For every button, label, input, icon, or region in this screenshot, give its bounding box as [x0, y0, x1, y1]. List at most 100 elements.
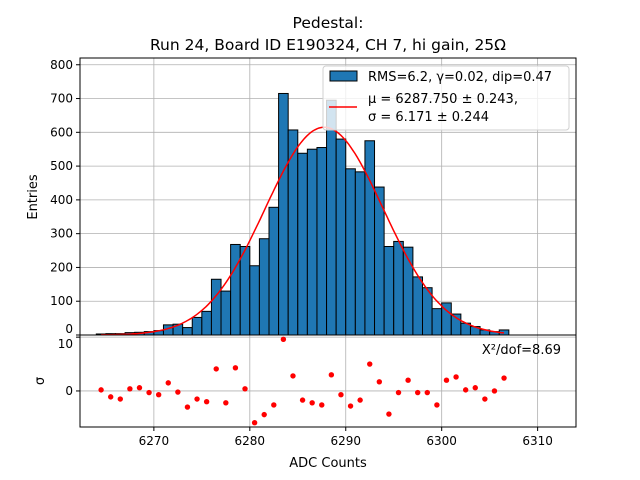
y-tick-label: 200	[50, 260, 73, 274]
residual-point	[501, 375, 507, 381]
residual-point	[367, 361, 373, 367]
axis-ticks: 6270 6280 6290 6300 631001002003004005006007…	[50, 58, 553, 448]
histogram-bar	[210, 278, 222, 336]
residual-point	[424, 389, 430, 396]
y-axis-label: Entries	[26, 174, 41, 220]
histogram-bar	[326, 99, 337, 336]
histogram-bar	[306, 148, 318, 336]
residual-point	[155, 392, 162, 398]
legend-box	[322, 65, 570, 131]
residual-point	[108, 394, 114, 400]
y-tick-label: 600	[50, 125, 73, 139]
histogram-bar	[393, 240, 404, 336]
histogram-bar	[182, 327, 193, 336]
residual-point	[290, 373, 296, 379]
x-tick-label: 6270	[139, 434, 170, 448]
histogram-bar	[191, 316, 203, 336]
histogram-bar	[220, 290, 232, 336]
y-tick-label: 700	[50, 92, 73, 106]
residual-point	[194, 396, 200, 402]
y-tick-label: 0	[65, 322, 73, 336]
x-tick-label: 6280	[235, 434, 266, 448]
residual-point	[319, 402, 325, 408]
residual-point	[98, 387, 104, 393]
histogram-bar	[249, 265, 260, 336]
residual-point	[223, 400, 229, 406]
gaussian-fit-curve	[101, 126, 505, 336]
residual-point	[338, 392, 344, 398]
residual-point	[146, 389, 152, 396]
residual-point	[328, 372, 335, 378]
x-tick-label: 6310	[522, 434, 553, 448]
residual-y-tick-label: 0	[65, 384, 73, 398]
histogram-bar	[345, 168, 356, 336]
histogram-bar	[268, 206, 280, 336]
chart-title-line2: Run 24, Board ID E190324, CH 7, hi gain,…	[150, 36, 506, 54]
chart-title-line1: Pedestal:	[293, 14, 364, 32]
histogram-bar	[230, 243, 241, 336]
histogram-bar	[354, 171, 366, 336]
chi2-label: X²/dof=8.69	[482, 343, 561, 358]
y-tick-label: 800	[50, 58, 73, 72]
y-tick-label: 500	[50, 159, 73, 173]
x-tick-label: 6290	[330, 434, 361, 448]
x-tick-label: 6300	[426, 434, 457, 448]
y-tick-label: 100	[50, 294, 73, 308]
residual-y-axis-label: σ	[33, 377, 48, 385]
residual-point	[309, 400, 315, 406]
residual-point	[386, 411, 392, 417]
residual-point	[405, 377, 411, 383]
residual-y-tick-label: 10	[58, 337, 73, 351]
residual-point	[117, 396, 123, 402]
residual-point	[242, 386, 248, 392]
y-tick-label: 400	[50, 193, 73, 207]
residual-point	[203, 399, 210, 405]
fit-curve-group	[101, 126, 505, 336]
residual-point	[443, 377, 450, 383]
residual-point	[271, 402, 277, 408]
residual-point	[184, 404, 191, 410]
legend-fit-label-line1: μ = 6287.750 ± 0.243,	[368, 92, 518, 107]
residual-point	[482, 396, 488, 402]
x-axis-label: ADC Counts	[289, 456, 367, 471]
residual-point	[165, 380, 171, 386]
legend-fit-label-line2: σ = 6.171 ± 0.244	[368, 110, 489, 125]
residual-point	[376, 379, 383, 385]
legend: RMS=6.2, γ=0.02, dip=0.47 μ = 6287.750 ±…	[322, 65, 570, 131]
legend-hist-swatch	[329, 70, 358, 82]
residual-point	[280, 336, 287, 343]
residual-axes-frame	[79, 334, 577, 428]
histogram-bar	[297, 152, 308, 336]
residual-point	[127, 386, 133, 392]
residual-point	[232, 365, 239, 371]
residual-point	[462, 387, 469, 393]
residual-point	[357, 397, 363, 403]
residual-point	[491, 388, 498, 394]
residual-point	[415, 389, 421, 396]
residual-point	[251, 419, 258, 426]
residual-point	[347, 403, 354, 409]
residual-point	[453, 374, 459, 380]
residual-point	[472, 385, 478, 391]
histogram-bar	[278, 92, 289, 336]
histogram-bar	[201, 310, 212, 336]
residual-point	[299, 397, 306, 403]
histogram-bar	[364, 140, 376, 336]
histogram-bar	[383, 245, 395, 336]
residual-point	[261, 411, 267, 418]
histogram-bar	[258, 238, 270, 336]
residual-points	[98, 336, 507, 426]
histogram-bar	[316, 147, 328, 336]
histogram-bar	[431, 308, 443, 336]
legend-hist-label: RMS=6.2, γ=0.02, dip=0.47	[368, 70, 552, 85]
residual-point	[395, 389, 402, 396]
y-tick-label: 300	[50, 227, 73, 241]
residual-point	[175, 389, 181, 395]
histogram-bar	[335, 138, 347, 336]
histogram-bar	[239, 245, 251, 336]
residual-point	[213, 366, 219, 372]
residual-point	[136, 385, 143, 391]
histogram-bar	[412, 276, 423, 336]
residual-point	[434, 402, 440, 408]
